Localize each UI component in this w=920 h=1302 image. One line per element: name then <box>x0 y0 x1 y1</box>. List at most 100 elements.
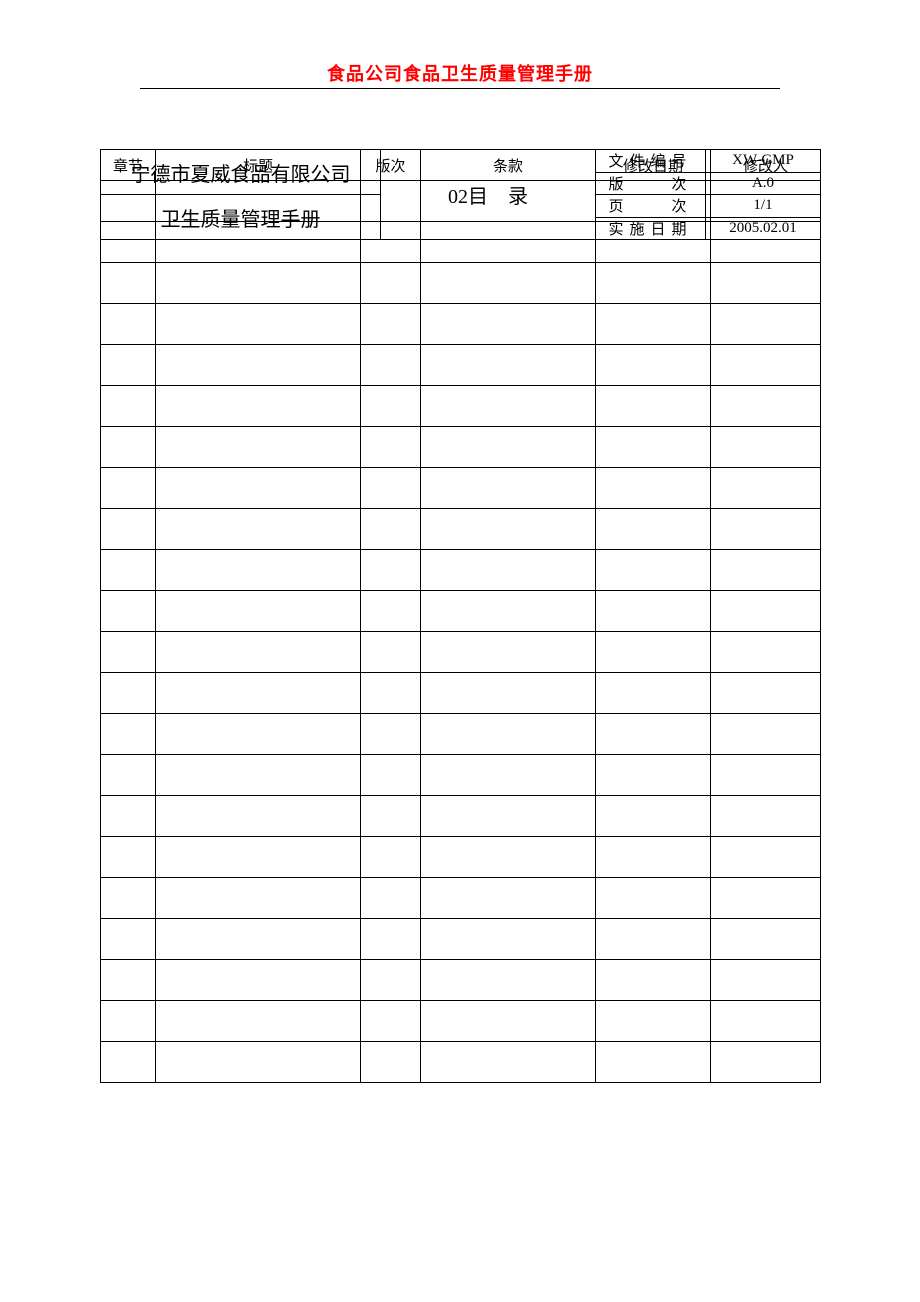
header-info-table: 宁德市夏威食品有限公司 02目 录 文件编号 XW-GMP 版 次 A.0 卫生… <box>100 149 821 240</box>
table-row <box>101 796 821 837</box>
table-cell <box>711 919 821 960</box>
table-cell <box>711 304 821 345</box>
meta-value-1: A.0 <box>706 172 821 195</box>
table-cell <box>361 632 421 673</box>
table-cell <box>421 468 596 509</box>
table-cell <box>596 427 711 468</box>
table-cell <box>421 304 596 345</box>
table-cell <box>596 263 711 304</box>
table-cell <box>156 1042 361 1083</box>
table-row <box>101 386 821 427</box>
table-row <box>101 509 821 550</box>
table-cell <box>711 345 821 386</box>
table-cell <box>421 386 596 427</box>
table-cell <box>361 673 421 714</box>
table-cell <box>101 837 156 878</box>
table-cell <box>156 591 361 632</box>
table-cell <box>711 468 821 509</box>
table-cell <box>711 509 821 550</box>
table-cell <box>101 263 156 304</box>
table-cell <box>711 960 821 1001</box>
table-cell <box>101 796 156 837</box>
table-cell <box>101 345 156 386</box>
table-cell <box>596 960 711 1001</box>
table-cell <box>596 632 711 673</box>
table-cell <box>361 591 421 632</box>
table-cell <box>361 345 421 386</box>
table-row <box>101 345 821 386</box>
table-cell <box>156 509 361 550</box>
table-cell <box>596 714 711 755</box>
table-cell <box>156 714 361 755</box>
table-cell <box>156 427 361 468</box>
table-cell <box>711 550 821 591</box>
table-cell <box>101 427 156 468</box>
table-cell <box>156 796 361 837</box>
table-cell <box>711 1042 821 1083</box>
table-row <box>101 304 821 345</box>
table-row <box>101 550 821 591</box>
table-cell <box>421 837 596 878</box>
table-cell <box>596 796 711 837</box>
table-cell <box>421 878 596 919</box>
content-wrap: 宁德市夏威食品有限公司 02目 录 文件编号 XW-GMP 版 次 A.0 卫生… <box>100 149 820 1083</box>
section-title-cell: 02目 录 <box>381 150 596 240</box>
table-cell <box>596 673 711 714</box>
table-cell <box>596 878 711 919</box>
table-cell <box>361 1001 421 1042</box>
table-cell <box>596 837 711 878</box>
table-row <box>101 632 821 673</box>
table-cell <box>156 1001 361 1042</box>
table-cell <box>596 755 711 796</box>
table-cell <box>156 263 361 304</box>
table-row <box>101 919 821 960</box>
table-cell <box>101 1001 156 1042</box>
table-cell <box>101 386 156 427</box>
meta-label-3: 实施日期 <box>596 217 706 240</box>
table-cell <box>596 591 711 632</box>
table-cell <box>711 386 821 427</box>
table-cell <box>711 796 821 837</box>
title-underline <box>140 88 780 89</box>
table-cell <box>421 591 596 632</box>
document-page: 食品公司食品卫生质量管理手册 宁德市夏威食品有限公司 02目 录 文件编号 XW… <box>0 0 920 1123</box>
table-cell <box>711 714 821 755</box>
table-cell <box>711 755 821 796</box>
table-cell <box>101 550 156 591</box>
table-row <box>101 673 821 714</box>
table-cell <box>156 550 361 591</box>
table-cell <box>711 673 821 714</box>
table-cell <box>156 755 361 796</box>
table-cell <box>361 468 421 509</box>
table-cell <box>156 345 361 386</box>
table-cell <box>421 919 596 960</box>
meta-value-0: XW-GMP <box>706 150 821 173</box>
table-cell <box>596 1001 711 1042</box>
table-cell <box>711 591 821 632</box>
table-cell <box>361 960 421 1001</box>
table-row <box>101 468 821 509</box>
table-cell <box>361 714 421 755</box>
table-cell <box>101 468 156 509</box>
table-row <box>101 960 821 1001</box>
table-row <box>101 755 821 796</box>
table-cell <box>101 960 156 1001</box>
meta-label-1: 版 次 <box>596 172 706 195</box>
table-cell <box>421 550 596 591</box>
table-row <box>101 427 821 468</box>
table-row <box>101 837 821 878</box>
main-table: 章节 标题 版次 条款 修改日期 修改人 <box>100 149 821 1083</box>
table-cell <box>156 878 361 919</box>
table-cell <box>156 960 361 1001</box>
table-cell <box>361 755 421 796</box>
table-cell <box>421 673 596 714</box>
table-cell <box>101 509 156 550</box>
page-title: 食品公司食品卫生质量管理手册 <box>0 60 920 86</box>
table-row <box>101 263 821 304</box>
table-cell <box>421 714 596 755</box>
table-cell <box>711 263 821 304</box>
table-cell <box>156 673 361 714</box>
table-cell <box>596 345 711 386</box>
table-cell <box>101 304 156 345</box>
table-cell <box>101 1042 156 1083</box>
